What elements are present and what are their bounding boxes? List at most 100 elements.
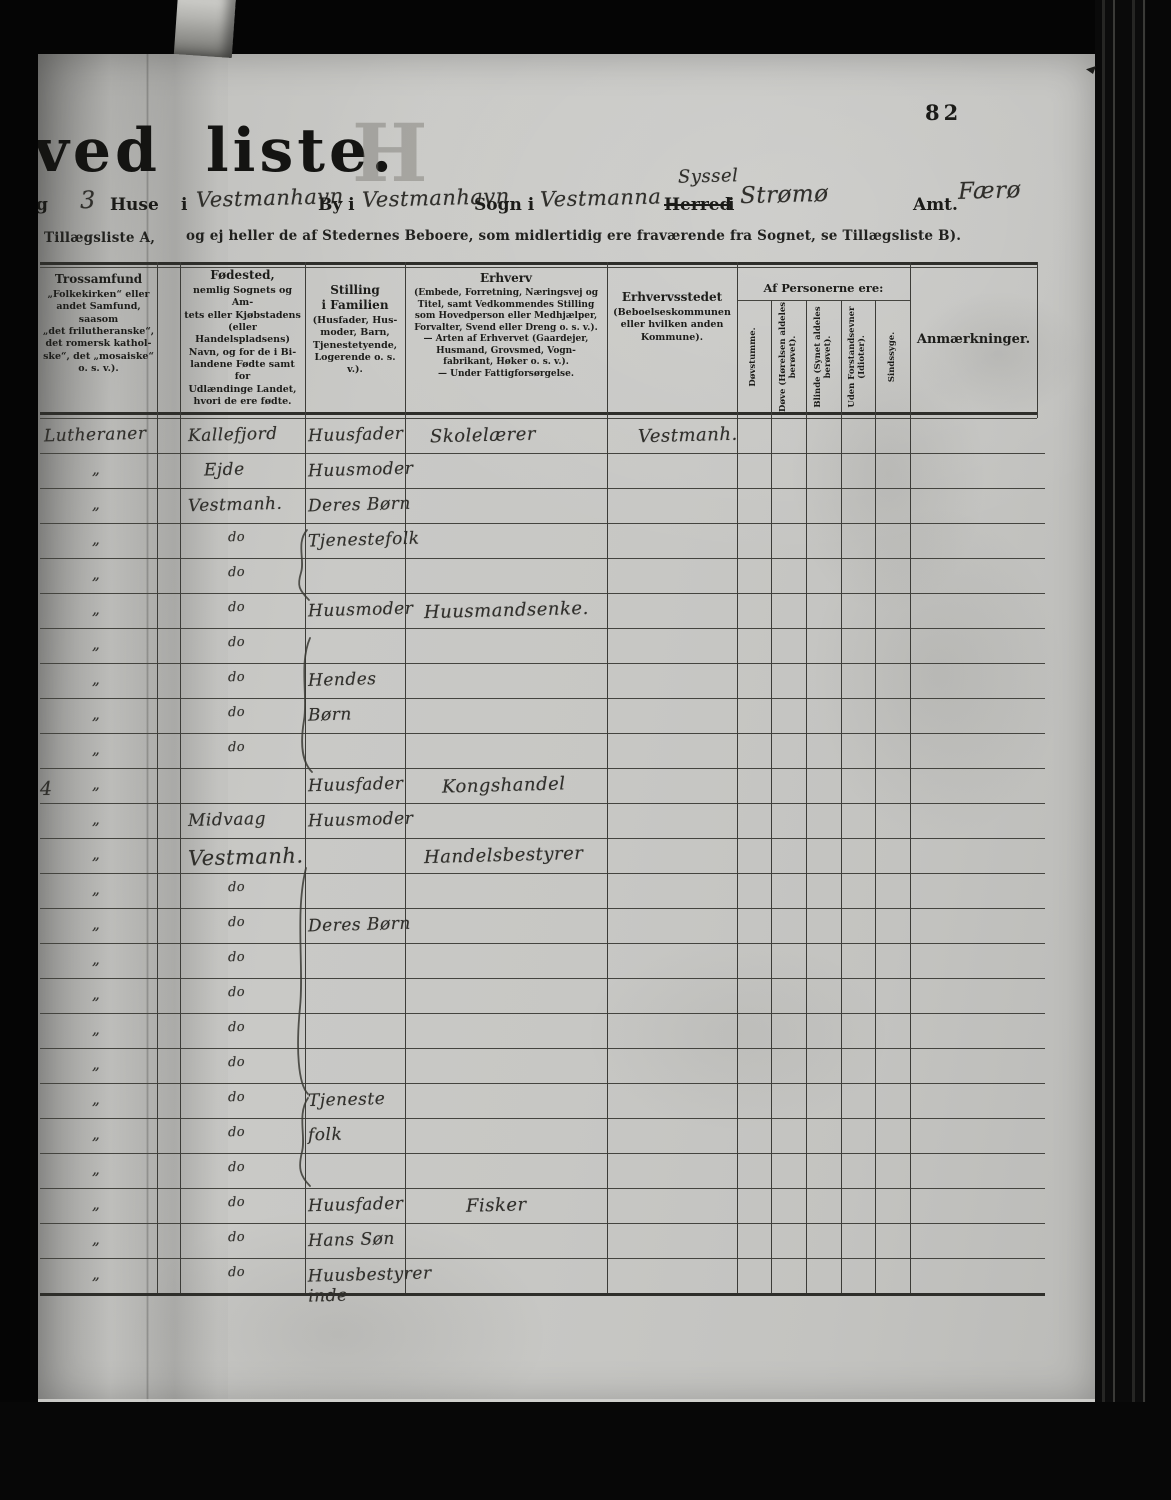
ghost-letter: H — [352, 106, 428, 200]
entry-cell: „ — [92, 985, 101, 1003]
entry-cell: „ — [92, 530, 101, 548]
entry-cell: Lutheraner — [43, 423, 147, 447]
grid-hline — [40, 943, 1045, 944]
entry-cell: do — [227, 1159, 246, 1176]
entry-cell: Deres Børn — [307, 913, 412, 937]
grid-hline — [40, 523, 1045, 524]
header-af-personerne: Af Personerne ere: — [737, 277, 910, 296]
entry-cell: do — [227, 984, 246, 1001]
entry-cell: Huusmoder — [307, 458, 414, 482]
entry-cell: „ — [92, 1230, 101, 1248]
fold-shadow — [38, 54, 228, 1403]
form-fragment: g — [36, 195, 48, 215]
grid-hline — [40, 558, 1045, 559]
entry-cell: do — [227, 564, 246, 581]
entry-cell: Hendes — [307, 669, 377, 691]
entry-cell: Handelsbestyrer — [423, 842, 584, 869]
grid-vline — [841, 300, 842, 1293]
grid-vline — [607, 262, 608, 1293]
header-stilling: Stilling i Familien (Husfader, Hus- mode… — [307, 283, 403, 377]
houses-count-handwritten: 3 — [79, 185, 97, 215]
vertical-column-label: Døvstumme. — [748, 327, 759, 387]
entry-cell: „ — [92, 1195, 101, 1213]
entry-cell: do — [227, 879, 246, 896]
entry-cell: „ — [92, 495, 101, 513]
entry-cell: „ — [92, 705, 101, 723]
entry-cell: „ — [92, 810, 101, 828]
page-crease — [146, 54, 149, 1403]
scan-border-right — [1146, 0, 1171, 1500]
vertical-column-label: Døve (Hørelsen aldeles berøvet). — [777, 301, 798, 413]
grid-hline — [40, 418, 1037, 419]
entry-cell: „ — [92, 950, 101, 968]
entry-cell: do — [227, 669, 246, 686]
entry-cell: do — [227, 1089, 246, 1106]
entry-cell: Fisker — [465, 1194, 527, 1217]
grid-hline — [737, 300, 910, 301]
scan-border-bottom — [0, 1402, 1171, 1500]
header-stilling-body: (Husfader, Hus- moder, Barn, Tjenestetye… — [312, 315, 398, 376]
grid-hline — [40, 663, 1045, 664]
grid-hline — [40, 593, 1045, 594]
grid-hline — [40, 1083, 1045, 1084]
entry-cell: Vestmanh. — [187, 843, 304, 871]
syssel-handwritten: Syssel — [677, 165, 739, 188]
entry-cell: Huusbestyrer inde — [307, 1263, 432, 1307]
grid-vline — [875, 300, 876, 1293]
entry-cell: Kallefjord — [187, 423, 278, 447]
grid-hline — [40, 453, 1045, 454]
paper-bottom-edge — [38, 1399, 1095, 1402]
entry-cell: Huusmoder — [307, 598, 414, 622]
header-trossamfund-body: „Folkekirken“ eller andet Samfund, saaso… — [42, 289, 155, 375]
header-anmaerkninger-title: Anmærkninger. — [916, 332, 1031, 347]
amt-label: Amt. — [913, 195, 958, 215]
entry-cell: „ — [92, 1020, 101, 1038]
herred-label-struck: Herred — [664, 195, 732, 215]
grid-hline — [40, 1118, 1045, 1119]
vertical-column-label: Blinde (Synet aldeles berøvet). — [812, 306, 833, 408]
entry-cell: „ — [92, 1160, 101, 1178]
entry-cell: do — [227, 949, 246, 966]
grid-vline — [771, 300, 772, 1293]
corner-arrow-mark — [1086, 66, 1096, 74]
grid-vline — [157, 262, 158, 1293]
grid-hline — [40, 1153, 1045, 1154]
paper-sheet — [38, 54, 1095, 1403]
note-text: og ej heller de af Stedernes Beboere, so… — [186, 228, 962, 244]
sogn-label: Sogn i — [474, 195, 535, 215]
grid-hline — [40, 698, 1045, 699]
grid-vline — [806, 300, 807, 1293]
grid-vline — [910, 262, 911, 1293]
header-fodested-body: nemlig Sognets og Am- tets eller Kjøbsta… — [184, 285, 301, 408]
grid-vline — [405, 262, 406, 1293]
grid-vline — [180, 262, 181, 1293]
entry-cell: Ejde — [203, 459, 245, 481]
header-erhverv-body: (Embede, Forretning, Næringsvej og Titel… — [414, 288, 598, 379]
page-number: 82 — [925, 100, 963, 125]
entry-cell: „ — [92, 600, 101, 618]
header-fodested-title: Fødested, — [210, 268, 275, 282]
grid-hline — [40, 768, 1045, 769]
grid-hline — [40, 1048, 1045, 1049]
header-erhverv-title: Erhverv — [479, 271, 533, 285]
header-af-personerne-title: Af Personerne ere: — [763, 281, 884, 295]
entry-cell: do — [227, 599, 246, 616]
grid-hline — [40, 1013, 1045, 1014]
entry-cell: „ — [92, 1125, 101, 1143]
entry-cell: Skolelærer — [429, 423, 537, 448]
entry-cell: Børn — [307, 704, 353, 726]
entry-cell: do — [227, 704, 246, 721]
entry-cell: do — [227, 634, 246, 651]
paper-stains — [38, 54, 1095, 1403]
grid-hline — [40, 628, 1045, 629]
entry-cell: „ — [92, 880, 101, 898]
entry-cell: do — [227, 1054, 246, 1071]
entry-cell: Tjenestefolk — [307, 528, 420, 552]
grid-hline — [40, 1258, 1045, 1259]
grid-hline — [40, 1293, 1045, 1296]
header-trossamfund-title: Trossamfund — [54, 272, 143, 286]
grid-hline — [40, 262, 1037, 265]
grid-vline — [305, 262, 306, 1293]
entry-cell: Kongshandel — [441, 773, 566, 798]
